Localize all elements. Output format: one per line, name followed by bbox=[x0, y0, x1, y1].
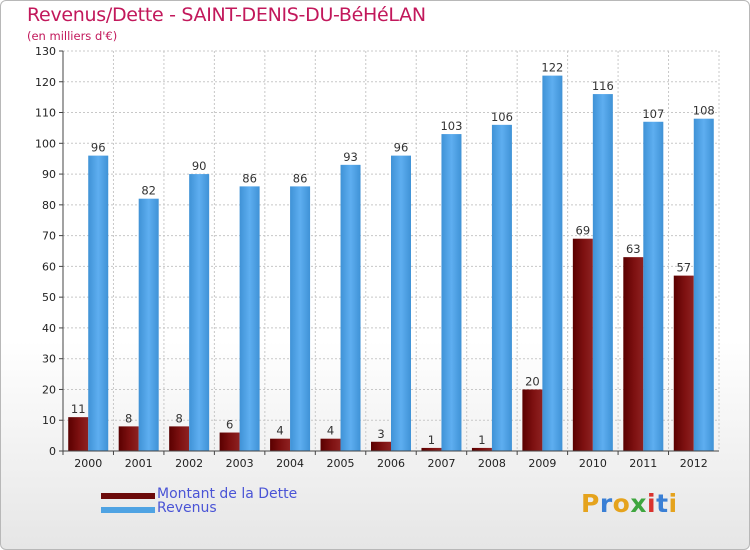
data-label-revenus: 82 bbox=[141, 184, 156, 198]
data-label-dette: 63 bbox=[626, 242, 641, 256]
y-tick-label: 0 bbox=[49, 445, 56, 458]
chart-title: Revenus/Dette - SAINT-DENIS-DU-BéHéLAN bbox=[27, 4, 426, 26]
data-label-revenus: 122 bbox=[541, 61, 563, 75]
data-label-dette: 4 bbox=[327, 424, 334, 438]
bar-dette bbox=[623, 257, 644, 451]
x-tick-label: 2001 bbox=[125, 457, 153, 470]
data-label-dette: 57 bbox=[676, 261, 691, 275]
data-label-revenus: 108 bbox=[693, 104, 715, 118]
bar-revenus bbox=[643, 121, 664, 452]
data-label-dette: 1 bbox=[428, 433, 435, 447]
logo-letter: P bbox=[581, 489, 600, 518]
x-tick-label: 2008 bbox=[478, 457, 506, 470]
x-tick-label: 2009 bbox=[528, 457, 556, 470]
bar-dette bbox=[118, 426, 139, 451]
y-tick-label: 40 bbox=[42, 322, 56, 335]
y-tick-label: 110 bbox=[35, 107, 56, 120]
data-label-dette: 3 bbox=[377, 427, 384, 441]
data-labels: 11 96 8 82 8 90 6 86 4 86 4 93 3 96 1 103 1 106 20 122 69 116… bbox=[71, 61, 715, 447]
y-tick-label: 20 bbox=[42, 383, 56, 396]
legend-swatch-revenus bbox=[101, 507, 155, 513]
data-label-revenus: 106 bbox=[491, 110, 513, 124]
data-label-dette: 69 bbox=[576, 224, 591, 238]
y-tick-label: 60 bbox=[42, 260, 56, 273]
logo-letter: i bbox=[668, 489, 678, 518]
data-label-revenus: 96 bbox=[91, 141, 106, 155]
bar-revenus bbox=[542, 75, 563, 451]
data-label-revenus: 116 bbox=[592, 79, 614, 93]
bar-revenus bbox=[441, 134, 462, 452]
bar-revenus bbox=[592, 94, 613, 452]
data-label-revenus: 107 bbox=[642, 107, 664, 121]
x-tick-label: 2010 bbox=[579, 457, 607, 470]
bar-dette bbox=[68, 417, 89, 451]
y-tick-label: 50 bbox=[42, 291, 56, 304]
data-label-dette: 1 bbox=[478, 433, 485, 447]
x-tick-label: 2000 bbox=[74, 457, 102, 470]
data-label-dette: 20 bbox=[525, 374, 540, 388]
x-tick-label: 2012 bbox=[680, 457, 708, 470]
data-label-dette: 4 bbox=[276, 424, 283, 438]
x-tick-label: 2006 bbox=[377, 457, 405, 470]
bar-dette bbox=[320, 438, 341, 451]
y-tick-label: 90 bbox=[42, 168, 56, 181]
data-label-revenus: 90 bbox=[192, 159, 207, 173]
logo-letter: t bbox=[656, 489, 669, 518]
y-tick-label: 30 bbox=[42, 353, 56, 366]
bar-dette bbox=[471, 447, 492, 451]
data-label-dette: 8 bbox=[125, 411, 132, 425]
bar-dette bbox=[371, 441, 391, 451]
bar-dette bbox=[673, 275, 694, 451]
proxiti-logo: Proxiti bbox=[581, 489, 678, 518]
logo-letter: o bbox=[612, 489, 631, 518]
bar-revenus bbox=[391, 155, 411, 451]
data-label-dette: 11 bbox=[71, 402, 86, 416]
chart-subtitle: (en milliers d'€) bbox=[27, 29, 118, 43]
logo-letter: x bbox=[630, 489, 647, 518]
logo-letter: r bbox=[599, 489, 613, 518]
legend-label-dette: Montant de la Dette bbox=[157, 486, 298, 502]
bar-dette bbox=[421, 447, 442, 451]
bar-revenus bbox=[491, 124, 512, 451]
bar-revenus bbox=[693, 118, 714, 451]
bar-revenus bbox=[88, 155, 109, 451]
x-tick-label: 2003 bbox=[226, 457, 254, 470]
bar-dette bbox=[572, 238, 593, 451]
legend-swatch-dette bbox=[101, 493, 155, 499]
bar-dette bbox=[169, 426, 190, 451]
y-tick-label: 130 bbox=[35, 45, 56, 58]
bar-revenus bbox=[138, 198, 159, 451]
data-label-dette: 6 bbox=[226, 418, 233, 432]
bar-dette bbox=[270, 438, 291, 451]
x-tick-label: 2005 bbox=[327, 457, 355, 470]
data-label-dette: 8 bbox=[175, 411, 182, 425]
y-tick-label: 10 bbox=[42, 414, 56, 427]
bar-revenus bbox=[340, 164, 361, 451]
data-label-revenus: 93 bbox=[343, 150, 358, 164]
bar-dette bbox=[522, 389, 543, 451]
legend-label-revenus: Revenus bbox=[157, 500, 217, 516]
y-tick-label: 100 bbox=[35, 137, 56, 150]
y-tick-label: 80 bbox=[42, 199, 56, 212]
bar-revenus bbox=[239, 186, 260, 451]
bar-revenus bbox=[189, 174, 210, 452]
x-tick-label: 2011 bbox=[629, 457, 657, 470]
data-label-revenus: 96 bbox=[394, 141, 409, 155]
bars bbox=[68, 75, 714, 452]
y-tick-label: 70 bbox=[42, 230, 56, 243]
data-label-revenus: 86 bbox=[293, 171, 308, 185]
bar-revenus bbox=[290, 186, 311, 451]
x-tick-label: 2002 bbox=[175, 457, 203, 470]
bar-dette bbox=[219, 432, 240, 451]
x-tick-label: 2007 bbox=[427, 457, 455, 470]
data-label-revenus: 86 bbox=[242, 171, 257, 185]
y-tick-label: 120 bbox=[35, 76, 56, 89]
x-tick-label: 2004 bbox=[276, 457, 304, 470]
data-label-revenus: 103 bbox=[440, 119, 462, 133]
logo-letter: i bbox=[647, 489, 657, 518]
